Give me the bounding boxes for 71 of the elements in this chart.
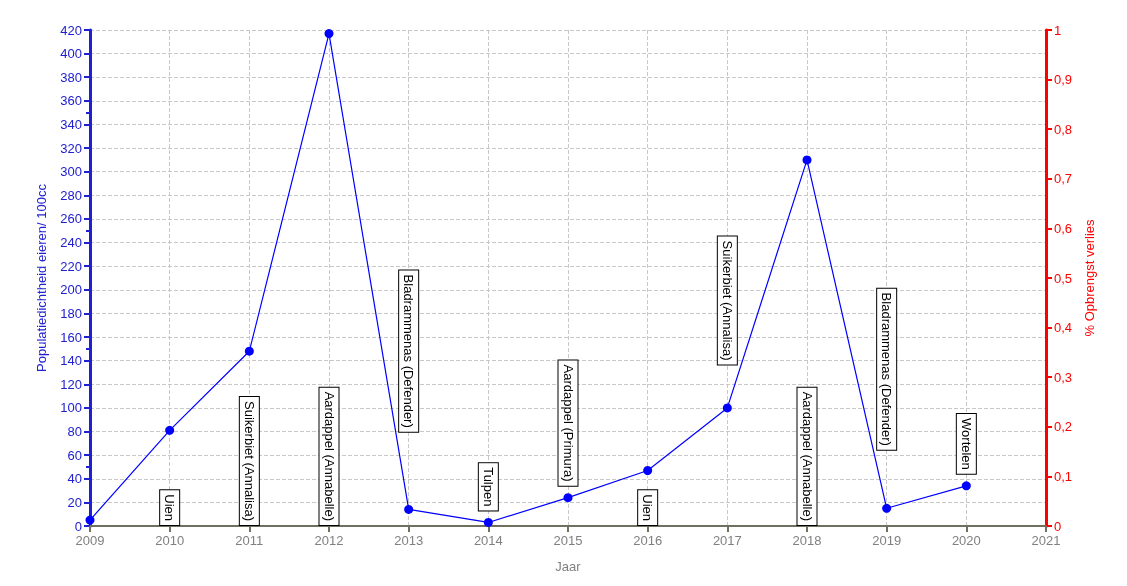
x-axis-title: Jaar [555, 559, 582, 574]
annotation: Uien [640, 494, 656, 521]
point [165, 425, 175, 435]
x-tick-label: 2010 [155, 533, 185, 548]
y-tick-label: 0 [74, 518, 82, 534]
y-axis-title: Populatiedichtheid eieren/ 100cc [34, 183, 49, 372]
y-tick-label: 420 [60, 22, 82, 38]
x-tick-label: 2016 [633, 533, 663, 548]
point [404, 504, 414, 514]
y2-tick-label: 0,6 [1054, 220, 1073, 236]
annotation: Suikerbiet (Annalisa) [241, 401, 257, 521]
point [483, 517, 493, 527]
point [643, 466, 653, 475]
x-tick-label: 2015 [553, 533, 583, 548]
y-tick-label: 20 [67, 494, 82, 510]
y-tick-label: 120 [60, 376, 82, 392]
annotation: Tulpen [480, 467, 496, 507]
x-tick-label: 2011 [235, 533, 264, 548]
x-tick-label: 2014 [473, 533, 503, 548]
point [802, 155, 812, 165]
y2-tick-label: 1 [1054, 22, 1062, 38]
y-tick-label: 280 [60, 187, 82, 203]
y-tick-label: 40 [67, 471, 82, 487]
x-tick-label: 2012 [314, 533, 344, 548]
y-tick-label: 260 [60, 211, 82, 227]
point [324, 29, 334, 39]
y2-axis-title: % Opbrengst verlies [1081, 218, 1097, 337]
y-tick-label: 320 [60, 140, 82, 156]
annotation: Aardappel (Annabelle) [321, 391, 337, 521]
y2-tick-label: 0,8 [1054, 121, 1073, 137]
annotation: Aardappel (Primura) [560, 364, 576, 482]
y-tick-label: 380 [60, 69, 82, 85]
x-tick-label: 2013 [394, 533, 424, 548]
x-tick-label: 2020 [951, 533, 981, 548]
y2-tick-label: 0,4 [1054, 320, 1073, 336]
y2-tick-label: 0 [1054, 518, 1062, 534]
annotation: Uien [162, 494, 178, 521]
annotation: Aardappel (Annabelle) [799, 391, 815, 521]
annotation: Bladrammenas (Defender) [879, 292, 895, 446]
point [961, 481, 971, 491]
y-tick-label: 220 [60, 258, 82, 274]
point [722, 403, 732, 413]
x-tick-label: 2009 [75, 533, 105, 548]
annotation: Suikerbiet (Annalisa) [719, 240, 735, 361]
point [563, 493, 573, 503]
y2-tick-label: 0,1 [1054, 468, 1073, 484]
y-tick-label: 180 [60, 305, 82, 321]
y-tick-label: 80 [67, 424, 82, 440]
y2-tick-label: 0,9 [1054, 72, 1073, 88]
annotation: Bladrammenas (Defender) [401, 274, 417, 428]
y-tick-label: 340 [60, 116, 82, 132]
y2-tick-label: 0,3 [1054, 369, 1073, 385]
y-tick-label: 240 [60, 235, 82, 251]
y-tick-label: 140 [60, 353, 82, 369]
y-tick-label: 200 [60, 282, 82, 298]
y-tick-label: 100 [60, 400, 82, 416]
y-tick-label: 360 [60, 93, 82, 109]
x-tick-label: 2018 [792, 533, 822, 548]
y-tick-label: 400 [60, 46, 82, 62]
point [244, 346, 254, 356]
y-tick-label: 160 [60, 329, 82, 345]
x-tick-label: 2017 [712, 533, 742, 548]
y-tick-label: 60 [67, 447, 82, 463]
y-tick-label: 300 [60, 164, 82, 180]
y2-tick-label: 0,5 [1054, 270, 1073, 286]
x-tick-label: 2021 [1031, 533, 1061, 548]
point [882, 503, 892, 513]
annotation: Wortelen [958, 418, 974, 470]
x-tick-label: 2019 [872, 533, 902, 548]
y2-tick-label: 0,2 [1054, 419, 1073, 435]
y2-tick-label: 0,7 [1054, 171, 1073, 187]
